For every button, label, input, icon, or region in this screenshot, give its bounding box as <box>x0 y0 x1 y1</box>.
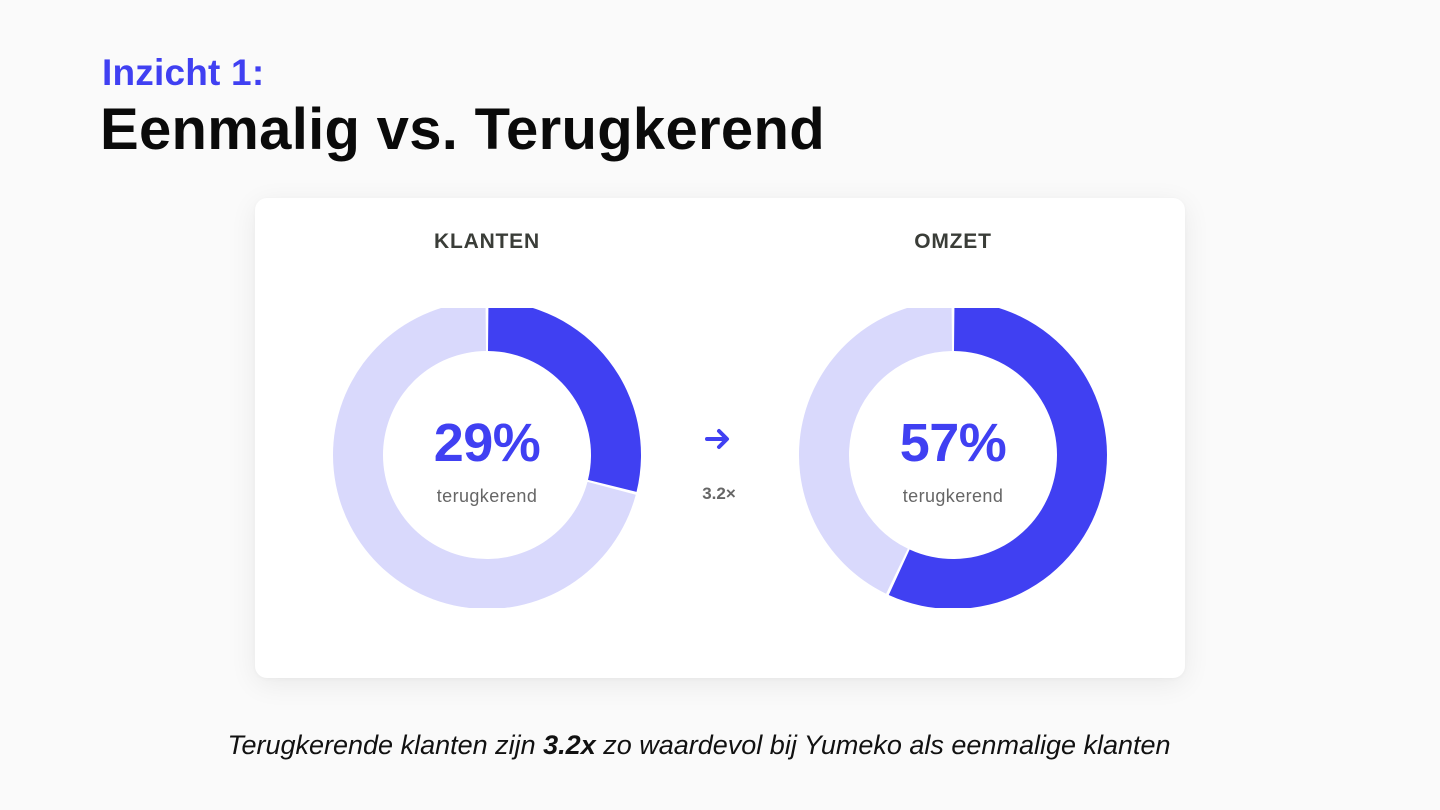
donut-klanten: 29% terugkerend <box>332 308 642 608</box>
donut-center-value-omzet: 57% <box>899 413 1007 473</box>
panel-title-omzet: OMZET <box>914 230 992 253</box>
eyebrow: Inzicht 1: <box>102 52 265 93</box>
donut-center-value-klanten: 29% <box>433 413 541 473</box>
footer-text-before: Terugkerende klanten zijn <box>227 730 544 760</box>
donut-svg-klanten <box>333 308 641 608</box>
chart-card: KLANTEN 29% terugkerend 3.2× OMZET 57% t… <box>255 198 1185 678</box>
page-title: Eenmalig vs. Terugkerend <box>100 97 825 162</box>
footer-statement: Terugkerende klanten zijn 3.2x zo waarde… <box>0 730 1398 761</box>
donut-omzet: 57% terugkerend <box>798 308 1108 608</box>
donut-svg-omzet <box>799 308 1107 608</box>
donut-slice-terugkerend <box>487 308 641 492</box>
panel-title-klanten: KLANTEN <box>434 230 540 253</box>
footer-highlight: 3.2x <box>543 730 596 760</box>
donut-slice-eenmalig <box>333 308 636 608</box>
donut-slice-terugkerend <box>888 308 1107 608</box>
donut-slice-eenmalig <box>799 308 953 594</box>
donut-center-label-klanten: terugkerend <box>436 486 538 506</box>
donut-center-label-omzet: terugkerend <box>902 486 1004 506</box>
footer-text-after: zo waardevol bij Yumeko als eenmalige kl… <box>595 730 1171 760</box>
arrow-right-icon <box>704 424 734 454</box>
multiplier-label: 3.2× <box>702 484 736 503</box>
